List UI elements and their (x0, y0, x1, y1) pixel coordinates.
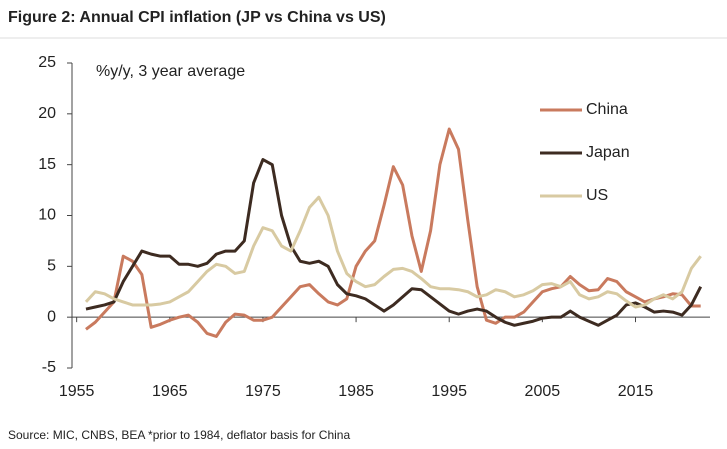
y-tick-label: 10 (38, 207, 56, 224)
x-tick-label: 1995 (431, 383, 467, 400)
series-line (85, 127, 701, 338)
y-tick-label: 5 (47, 258, 56, 275)
x-tick-label: 2005 (525, 383, 561, 400)
legend-label: US (586, 187, 608, 204)
x-tick-label: 2015 (618, 383, 654, 400)
legend-label: China (586, 101, 628, 118)
y-tick-label: 20 (38, 105, 56, 122)
y-tick-label: 15 (38, 156, 56, 173)
source-note: Source: MIC, CNBS, BEA *prior to 1984, d… (8, 428, 350, 442)
series-line (84, 195, 702, 309)
y-tick-label: -5 (42, 359, 56, 376)
x-tick-label: 1985 (338, 383, 374, 400)
x-tick-label: 1955 (59, 383, 95, 400)
series-line (85, 158, 703, 327)
y-tick-label: 25 (38, 54, 56, 71)
x-tick-label: 1975 (245, 383, 281, 400)
annotation: %y/y, 3 year average (96, 63, 245, 80)
chart-title: Figure 2: Annual CPI inflation (JP vs Ch… (8, 9, 386, 26)
y-tick-label: 0 (47, 308, 56, 325)
x-tick-label: 1965 (152, 383, 188, 400)
legend-label: Japan (586, 144, 630, 161)
